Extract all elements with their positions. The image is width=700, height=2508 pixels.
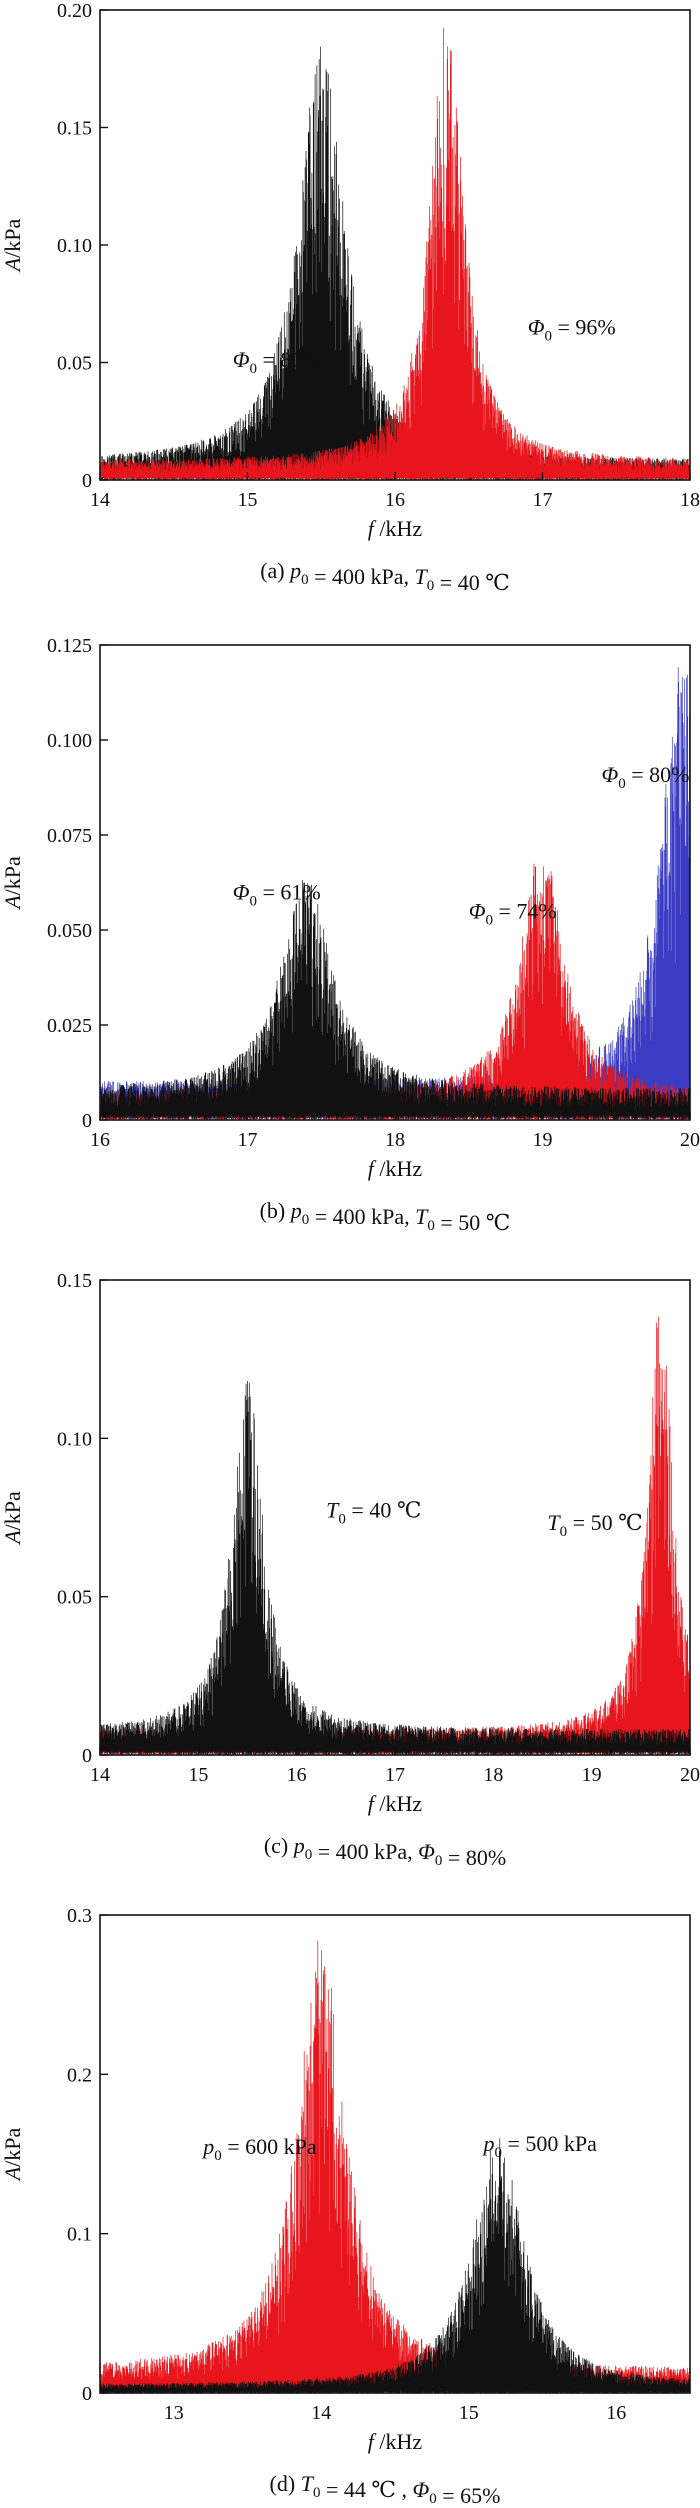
x-tick-label: 18 [385, 1129, 405, 1151]
y-axis-title: A/kPa [0, 2127, 25, 2182]
x-axis-title: f /kHz [368, 1791, 423, 1816]
series-annotation: Φ0 = 80% [602, 762, 690, 792]
plot-frame [99, 1914, 691, 2394]
chart-panel-a: 14 15 16 17 18 0 0.05 0.10 0.15 0.20 f /kHz A/kPa Φ0… [0, 0, 700, 595]
y-axis-title: A/kPa [0, 218, 25, 273]
x-tick-label: 20 [680, 1764, 700, 1786]
series-annotation: Φ0 = 74% [469, 899, 557, 929]
x-tick-label: 14 [90, 489, 110, 511]
spectrum-series-2 [100, 2138, 690, 2393]
series-annotation: Φ0 = 80% [233, 347, 321, 377]
x-tick-label: 17 [533, 489, 553, 511]
x-tick-label: 16 [287, 1764, 307, 1786]
plot-frame [99, 644, 691, 1121]
spectrum-series-1 [100, 667, 690, 1120]
x-tick-label: 15 [238, 489, 258, 511]
chart-panel-b: 16 17 18 19 20 0 0.025 0.050 0.075 0.100 0.125 f /k… [0, 635, 700, 1235]
chart-panel-d: 13 14 15 16 0 0.1 0.2 0.3 f /kHz A/kPa p0 = 600 kP… [0, 1905, 691, 2508]
x-tick-label: 17 [238, 1129, 258, 1151]
x-tick-label: 17 [385, 1764, 405, 1786]
y-tick-label: 0.025 [47, 1015, 92, 1037]
spectrum-series-2 [100, 27, 690, 480]
y-tick-label: 0.100 [47, 730, 92, 752]
x-axis-title: f /kHz [368, 1156, 423, 1181]
spectrum-series-3 [100, 880, 690, 1120]
plot-frame [99, 9, 691, 481]
y-tick-label: 0.10 [57, 235, 92, 257]
x-tick-label: 18 [483, 1764, 503, 1786]
series-annotation: T0 = 50 ℃ [547, 1510, 642, 1540]
series-annotation: p0 = 600 kPa [201, 2134, 317, 2164]
x-tick-label: 19 [582, 1764, 602, 1786]
x-tick-label: 20 [680, 1129, 700, 1151]
panel-caption: (b) p0 = 400 kPa, T0 = 50 ℃ [260, 1198, 511, 1235]
spectrum-series-2 [100, 1381, 690, 1755]
y-tick-label: 0 [82, 1110, 92, 1132]
y-tick-label: 0.075 [47, 825, 92, 847]
x-tick-label: 15 [459, 2402, 479, 2424]
x-tick-label: 15 [188, 1764, 208, 1786]
x-axis-title: f /kHz [368, 516, 423, 541]
y-tick-label: 0.15 [57, 118, 92, 140]
series-annotation: Φ0 = 61% [233, 880, 321, 910]
x-tick-label: 13 [164, 2402, 184, 2424]
panel-caption: (c) p0 = 400 kPa, Φ0 = 80% [264, 1833, 506, 1870]
y-tick-label: 0 [82, 2383, 92, 2405]
y-tick-label: 0.1 [67, 2224, 92, 2246]
x-tick-label: 16 [385, 489, 405, 511]
panel-caption: (d) T0 = 44 ℃ , Φ0 = 65% [270, 2471, 501, 2508]
y-tick-label: 0.2 [67, 2064, 92, 2086]
x-axis-title: f /kHz [368, 2429, 423, 2454]
x-tick-label: 18 [680, 489, 700, 511]
y-tick-label: 0.05 [57, 353, 92, 375]
y-axis-title: A/kPa [0, 856, 25, 911]
panel-caption: (a) p0 = 400 kPa, T0 = 40 ℃ [260, 558, 510, 595]
y-tick-label: 0.15 [57, 1270, 92, 1292]
x-tick-label: 16 [90, 1129, 110, 1151]
series-annotation: Φ0 = 96% [528, 314, 616, 344]
y-tick-label: 0.05 [57, 1587, 92, 1609]
x-tick-label: 14 [90, 1764, 110, 1786]
spectrum-series-1 [100, 1940, 690, 2393]
y-tick-label: 0.20 [57, 0, 92, 22]
series-annotation: T0 = 40 ℃ [326, 1498, 421, 1528]
y-tick-label: 0.10 [57, 1428, 92, 1450]
series-annotation: p0 = 500 kPa [482, 2131, 598, 2161]
y-axis-title: A/kPa [0, 1491, 25, 1546]
y-tick-label: 0 [82, 470, 92, 492]
y-tick-label: 0.050 [47, 920, 92, 942]
x-tick-label: 19 [533, 1129, 553, 1151]
x-tick-label: 16 [606, 2402, 626, 2424]
spectrum-series-1 [100, 46, 690, 480]
spectrum-series-1 [100, 1316, 690, 1755]
y-tick-label: 0 [82, 1745, 92, 1767]
y-tick-label: 0.3 [67, 1905, 92, 1927]
x-tick-label: 14 [311, 2402, 331, 2424]
y-tick-label: 0.125 [47, 635, 92, 657]
chart-panel-c: 14 15 16 17 18 19 20 0 0.05 0.10 0.15 f /kHz A/kPa T0… [0, 1270, 700, 1870]
